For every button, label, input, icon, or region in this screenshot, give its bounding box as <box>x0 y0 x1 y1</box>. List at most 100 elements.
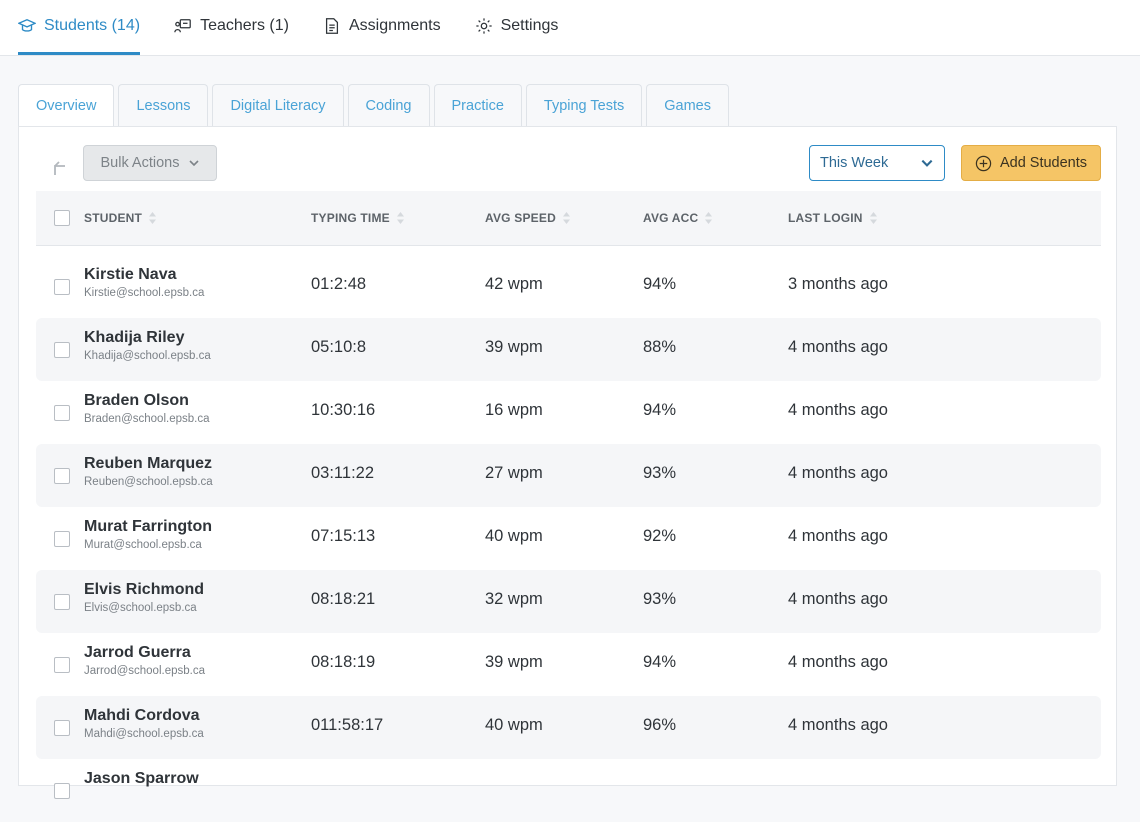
student-name: Khadija Riley <box>84 329 185 346</box>
table-row[interactable]: Reuben Marquez Reuben@school.epsb.ca 03:… <box>36 444 1101 507</box>
col-avg-speed[interactable]: AVG SPEED <box>485 191 571 245</box>
avg-speed: 27 wpm <box>485 464 543 482</box>
avg-speed: 42 wpm <box>485 275 543 293</box>
last-login: 4 months ago <box>788 653 888 671</box>
table-row[interactable]: Jason Sparrow <box>36 759 1101 822</box>
assignment-icon <box>325 18 339 34</box>
student-email: Murat@school.epsb.ca <box>84 539 202 551</box>
last-login: 4 months ago <box>788 527 888 545</box>
typing-time: 03:11:22 <box>311 464 375 482</box>
student-name: Braden Olson <box>84 392 189 409</box>
table-row[interactable]: Murat Farrington Murat@school.epsb.ca 07… <box>36 507 1101 570</box>
row-checkbox[interactable] <box>54 468 70 484</box>
last-login: 4 months ago <box>788 338 888 356</box>
avg-acc: 93% <box>643 464 677 482</box>
table-header: STUDENT TYPING TIME AVG SPEED AVG ACC LA… <box>36 191 1101 246</box>
bulk-actions-label: Bulk Actions <box>100 155 180 171</box>
add-students-label: Add Students <box>999 155 1088 171</box>
sort-icon <box>396 212 404 224</box>
nav-students[interactable]: Students (14) <box>18 0 141 55</box>
nav-settings[interactable]: Settings <box>475 0 558 55</box>
table-row[interactable]: Khadija Riley Khadija@school.epsb.ca 05:… <box>36 318 1101 381</box>
student-name: Elvis Richmond <box>84 581 205 598</box>
table-row[interactable]: Elvis Richmond Elvis@school.epsb.ca 08:1… <box>36 570 1101 633</box>
nav-assignments-label: Assignments <box>348 17 441 34</box>
undo-arrow-icon[interactable] <box>49 157 69 177</box>
nav-students-label: Students (14) <box>44 16 141 34</box>
last-login: 4 months ago <box>788 590 888 608</box>
typing-time: 01:2:48 <box>311 275 367 293</box>
col-last-login[interactable]: LAST LOGIN <box>788 191 878 245</box>
table-row[interactable]: Kirstie Nava Kirstie@school.epsb.ca 01:2… <box>36 255 1101 318</box>
sort-icon <box>705 212 713 224</box>
avg-acc: 94% <box>643 653 677 671</box>
row-checkbox[interactable] <box>54 594 70 610</box>
typing-time: 05:10:8 <box>311 338 367 356</box>
typing-time: 011:58:17 <box>311 716 384 734</box>
col-avg-speed-label: AVG SPEED <box>485 211 556 225</box>
overview-panel: Bulk Actions This Week Add Students STUD… <box>18 126 1117 799</box>
add-students-button[interactable]: Add Students <box>961 145 1101 181</box>
row-checkbox[interactable] <box>54 783 70 799</box>
nav-teachers[interactable]: Teachers (1) <box>174 0 289 55</box>
student-name: Jason Sparrow <box>84 770 199 787</box>
student-name: Kirstie Nava <box>84 266 177 283</box>
period-select-value: This Week <box>820 155 889 171</box>
bulk-actions-button[interactable]: Bulk Actions <box>83 145 217 181</box>
tab-overview[interactable]: Overview <box>18 84 115 127</box>
col-avg-acc-label: AVG ACC <box>643 211 699 225</box>
col-student-label: STUDENT <box>84 211 143 225</box>
student-name: Murat Farrington <box>84 518 212 535</box>
typing-time: 07:15:13 <box>311 527 376 545</box>
typing-time: 10:30:16 <box>311 401 376 419</box>
sort-icon <box>149 212 157 224</box>
table-row[interactable]: Mahdi Cordova Mahdi@school.epsb.ca 011:5… <box>36 696 1101 759</box>
avg-acc: 94% <box>643 275 677 293</box>
col-avg-acc[interactable]: AVG ACC <box>643 191 713 245</box>
col-typing-time[interactable]: TYPING TIME <box>311 191 405 245</box>
avg-speed: 40 wpm <box>485 716 543 734</box>
last-login: 4 months ago <box>788 464 888 482</box>
row-checkbox[interactable] <box>54 342 70 358</box>
last-login: 3 months ago <box>788 275 888 293</box>
student-email: Reuben@school.epsb.ca <box>84 476 213 488</box>
plus-circle-icon <box>975 155 992 171</box>
sub-tabs: Overview Lessons Digital Literacy Coding… <box>18 84 729 127</box>
last-login: 4 months ago <box>788 716 888 734</box>
avg-acc: 92% <box>643 527 677 545</box>
table-row[interactable]: Jarrod Guerra Jarrod@school.epsb.ca 08:1… <box>36 633 1101 696</box>
student-email: Elvis@school.epsb.ca <box>84 602 197 614</box>
tab-lessons[interactable]: Lessons <box>118 84 209 126</box>
col-student[interactable]: STUDENT <box>84 191 157 245</box>
top-nav: Students (14) Teachers (1) Assignments S… <box>0 0 1140 56</box>
student-email: Kirstie@school.epsb.ca <box>84 287 205 299</box>
select-all-checkbox[interactable] <box>54 210 70 226</box>
tab-digital-literacy[interactable]: Digital Literacy <box>212 84 344 126</box>
row-checkbox[interactable] <box>54 405 70 421</box>
table-row[interactable]: Braden Olson Braden@school.epsb.ca 10:30… <box>36 381 1101 444</box>
row-checkbox[interactable] <box>54 720 70 736</box>
avg-speed: 16 wpm <box>485 401 543 419</box>
avg-acc: 96% <box>643 716 677 734</box>
student-email: Khadija@school.epsb.ca <box>84 350 211 362</box>
period-select[interactable]: This Week <box>809 145 945 181</box>
student-email: Mahdi@school.epsb.ca <box>84 728 204 740</box>
tab-coding[interactable]: Coding <box>347 84 430 126</box>
last-login: 4 months ago <box>788 401 888 419</box>
student-name: Mahdi Cordova <box>84 707 200 724</box>
row-checkbox[interactable] <box>54 657 70 673</box>
row-checkbox[interactable] <box>54 531 70 547</box>
tab-practice[interactable]: Practice <box>433 84 522 126</box>
avg-acc: 93% <box>643 590 677 608</box>
typing-time: 08:18:21 <box>311 590 376 608</box>
nav-teachers-label: Teachers (1) <box>200 17 289 34</box>
avg-acc: 88% <box>643 338 677 356</box>
student-name: Reuben Marquez <box>84 455 213 472</box>
col-last-login-label: LAST LOGIN <box>788 211 863 225</box>
tab-games[interactable]: Games <box>646 84 729 126</box>
row-checkbox[interactable] <box>54 279 70 295</box>
avg-speed: 32 wpm <box>485 590 543 608</box>
tab-typing-tests[interactable]: Typing Tests <box>525 84 643 126</box>
nav-assignments[interactable]: Assignments <box>323 0 441 55</box>
sort-icon <box>869 212 877 224</box>
